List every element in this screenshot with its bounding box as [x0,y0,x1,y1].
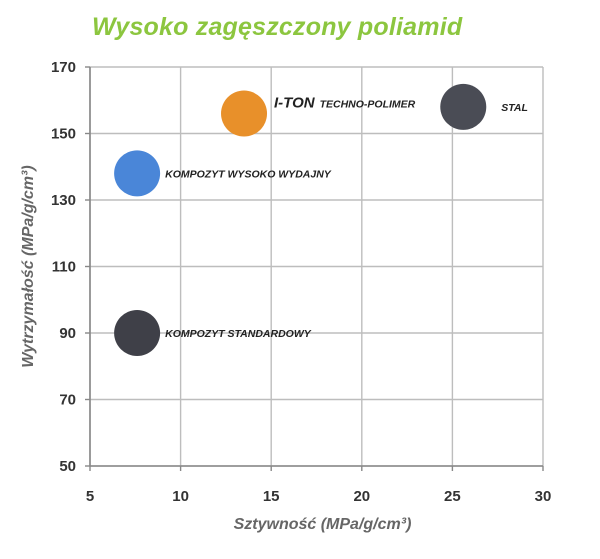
grid-lines [89,66,544,467]
y-tick-labels: 50 70 90 110 130 150 170 [51,59,76,475]
x-tick-label: 30 [535,488,552,505]
point-label: STAL [501,102,528,114]
x-tick-label: 15 [263,488,280,505]
x-tick-label: 10 [172,488,189,505]
data-point [114,310,161,356]
x-tick-label: 25 [444,488,461,505]
y-tick-label: 150 [51,126,76,143]
x-tick-labels: 5 10 15 20 25 30 [86,488,552,505]
data-points: I-TON TECHNO-POLIMER STAL KOMPOZYT WYSOKO W… [114,83,528,356]
y-tick-label: 90 [59,325,76,342]
point-label: KOMPOZYT WYSOKO WYDAJNY [165,168,332,180]
x-tick-label: 20 [353,488,370,505]
data-point [114,150,161,197]
x-axis-label: Sztywność (MPa/g/cm³) [234,516,412,533]
data-point [221,90,268,137]
axes [85,66,544,471]
point-brand-label: I-TON [274,95,316,112]
y-tick-label: 110 [52,259,76,276]
y-axis-label: Wytrzymałość (MPa/g/cm³) [20,165,37,367]
data-point [440,83,487,130]
y-tick-label: 70 [59,392,76,409]
y-tick-label: 130 [51,192,76,209]
point-label: KOMPOZYT STANDARDOWY [165,328,312,340]
y-tick-label: 170 [51,59,76,76]
point-label: TECHNO-POLIMER [320,99,416,111]
chart-title: Wysoko zagęszczony poliamid [92,13,463,41]
x-tick-label: 5 [86,488,94,505]
y-tick-label: 50 [59,458,76,475]
